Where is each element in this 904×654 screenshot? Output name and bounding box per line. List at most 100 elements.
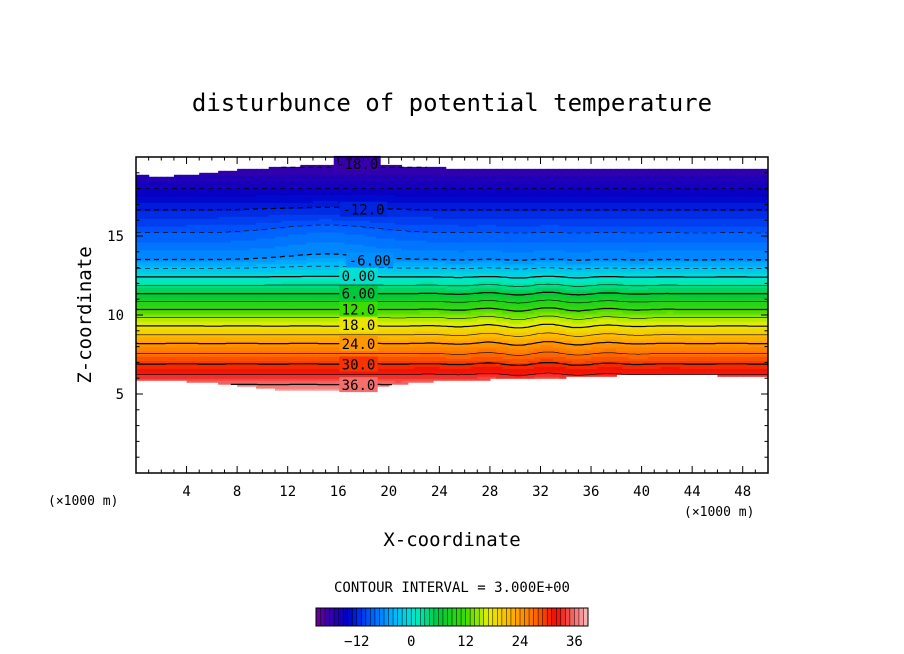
contour-fill-cell <box>281 318 289 322</box>
contour-fill-cell <box>211 273 219 277</box>
contour-fill-cell <box>382 180 390 184</box>
contour-fill-cell <box>388 332 396 336</box>
contour-fill-cell <box>312 326 320 330</box>
contour-fill-cell <box>173 360 181 364</box>
contour-fill-cell <box>173 326 181 330</box>
contour-fill-cell <box>407 309 415 312</box>
contour-fill-cell <box>224 206 232 209</box>
contour-fill-cell <box>306 315 314 318</box>
contour-fill-cell <box>287 234 295 237</box>
contour-fill-cell <box>275 309 282 312</box>
contour-fill-cell <box>199 336 207 340</box>
contour-fill-cell <box>218 368 226 371</box>
contour-fill-cell <box>350 216 358 219</box>
contour-fill-cell <box>243 263 251 267</box>
contour-fill-cell <box>136 220 143 223</box>
contour-fill-cell <box>142 192 150 196</box>
contour-fill-cell <box>294 315 301 318</box>
contour-fill-cell <box>331 293 339 296</box>
contour-fill-cell <box>167 194 175 198</box>
contour-fill-cell <box>192 236 200 239</box>
contour-fill-cell <box>199 313 207 316</box>
contour-fill-cell <box>136 239 143 243</box>
contour-fill-cell <box>420 322 428 326</box>
contour-fill-cell <box>300 283 308 286</box>
contour-fill-cell <box>173 214 181 217</box>
contour-fill-cell <box>230 192 238 196</box>
contour-fill-cell <box>395 348 403 352</box>
contour-fill-cell <box>395 313 403 316</box>
contour-fill-cell <box>154 198 162 202</box>
contour-fill-cell <box>199 307 207 310</box>
contour-fill-cell <box>136 340 143 344</box>
contour-fill-cell <box>401 358 409 362</box>
contour-fill-cell <box>407 277 415 281</box>
contour-fill-cell <box>401 172 409 176</box>
contour-fill-cell <box>230 218 238 221</box>
contour-fill-cell <box>369 332 377 336</box>
contour-fill-cell <box>142 309 150 312</box>
contour-fill-cell <box>180 372 188 375</box>
contour-fill-cell <box>262 265 270 269</box>
contour-fill-cell <box>382 356 390 360</box>
contour-fill-cell <box>268 320 276 324</box>
contour-fill-cell <box>161 348 169 352</box>
contour-fill-cell <box>312 239 320 243</box>
contour-fill-cell <box>319 194 327 198</box>
contour-fill-cell <box>382 374 390 377</box>
contour-fill-cell <box>395 174 403 178</box>
contour-fill-cell <box>186 374 194 377</box>
contour-fill-cell <box>287 263 295 267</box>
contour-fill-cell <box>218 346 226 350</box>
contour-fill-cell <box>211 297 219 300</box>
contour-fill-cell <box>382 289 390 292</box>
contour-fill-cell <box>256 287 263 290</box>
contour-fill-cell <box>319 344 327 348</box>
contour-fill-cell <box>414 232 421 235</box>
contour-fill-cell <box>331 281 339 285</box>
contour-fill-cell <box>180 283 188 286</box>
contour-fill-cell <box>173 222 181 225</box>
contour-fill-cell <box>401 354 409 358</box>
contour-fill-cell <box>256 239 263 243</box>
contour-fill-cell <box>142 307 150 310</box>
contour-fill-cell <box>388 328 396 332</box>
contour-fill-cell <box>192 243 200 247</box>
contour-fill-cell <box>376 279 384 283</box>
contour-fill-cell <box>142 346 150 350</box>
contour-fill-cell <box>306 328 314 332</box>
contour-fill-cell <box>237 338 245 342</box>
contour-fill-cell <box>262 309 270 312</box>
contour-fill-cell <box>407 332 415 336</box>
contour-fill-cell <box>306 178 314 182</box>
contour-fill-cell <box>256 232 263 235</box>
contour-fill-cell <box>401 273 409 277</box>
contour-fill-cell <box>167 204 175 207</box>
contour-fill-cell <box>312 204 320 207</box>
contour-fill-cell <box>256 194 263 198</box>
contour-fill-cell <box>414 283 421 286</box>
contour-fill-cell <box>287 174 295 178</box>
contour-fill-cell <box>319 273 327 277</box>
contour-fill-cell <box>275 376 282 379</box>
contour-fill-cell <box>395 326 403 330</box>
contour-fill-cell <box>388 318 396 322</box>
contour-fill-cell <box>414 241 421 245</box>
contour-fill-cell <box>338 232 346 235</box>
contour-fill-cell <box>306 247 314 251</box>
contour-fill-cell <box>275 176 282 180</box>
contour-fill-cell <box>300 372 308 375</box>
contour-fill-cell <box>218 212 226 215</box>
contour-fill-cell <box>294 295 301 298</box>
contour-fill-cell <box>395 253 403 257</box>
contour-fill-cell <box>218 255 226 259</box>
contour-fill-cell <box>180 311 188 314</box>
contour-fill-cell <box>401 220 409 223</box>
contour-fill-cell <box>287 334 295 338</box>
contour-fill-cell <box>407 184 415 188</box>
contour-fill-cell <box>211 212 219 215</box>
contour-fill-cell <box>161 318 169 322</box>
contour-fill-cell <box>180 263 188 267</box>
contour-fill-cell <box>363 190 371 194</box>
contour-fill-cell <box>173 210 181 213</box>
